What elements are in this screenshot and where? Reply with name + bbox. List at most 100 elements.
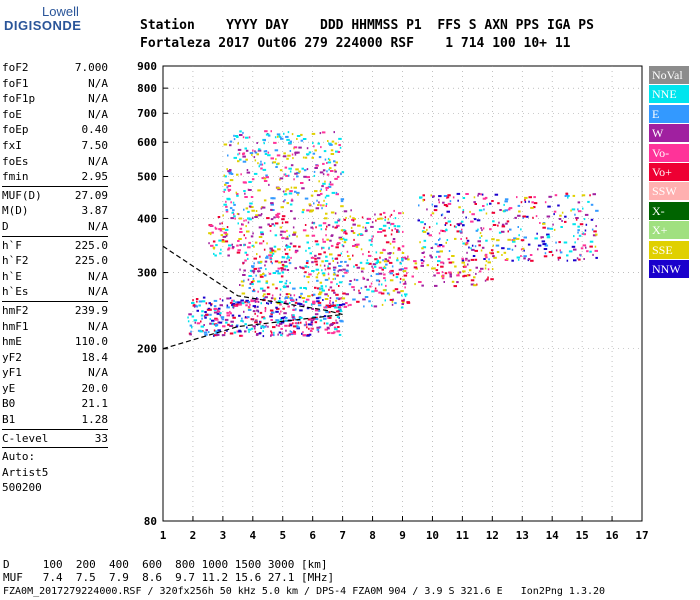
- echo-point: [311, 270, 315, 272]
- param-row: fxI 7.50: [2, 138, 108, 154]
- echo-point: [557, 204, 560, 207]
- echo-point: [257, 280, 261, 283]
- echo-point: [225, 210, 229, 213]
- param-label: foEp: [2, 123, 29, 137]
- echo-point: [375, 273, 380, 276]
- echo-point: [226, 311, 229, 314]
- echo-point: [346, 264, 349, 267]
- echo-point: [534, 237, 538, 240]
- echo-point: [558, 241, 561, 244]
- echo-point: [321, 260, 324, 263]
- echo-point: [583, 258, 585, 260]
- echo-point: [286, 138, 290, 141]
- param-value: 20.0: [81, 381, 109, 395]
- echo-point: [375, 219, 377, 222]
- y-tick-label: 300: [137, 267, 157, 280]
- echo-point: [283, 132, 285, 135]
- echo-point: [242, 131, 244, 134]
- echo-point: [285, 285, 289, 288]
- echo-point: [517, 214, 521, 217]
- echo-point: [308, 203, 311, 206]
- echo-point: [248, 189, 252, 191]
- echo-point: [542, 222, 546, 225]
- echo-point: [533, 202, 538, 205]
- echo-point: [247, 217, 251, 220]
- echo-point: [585, 246, 587, 249]
- echo-point: [423, 239, 427, 242]
- echo-point: [200, 314, 204, 317]
- echo-point: [303, 175, 307, 178]
- echo-point: [331, 332, 335, 335]
- echo-point: [333, 271, 336, 274]
- echo-point: [336, 274, 339, 277]
- param-row: Auto:: [2, 449, 108, 465]
- echo-point: [493, 256, 497, 259]
- echo-point: [315, 316, 318, 319]
- echo-point: [230, 320, 234, 323]
- echo-point: [263, 199, 267, 202]
- param-value: 239.9: [74, 303, 108, 317]
- echo-point: [523, 257, 526, 260]
- echo-point: [423, 256, 426, 258]
- echo-point: [548, 251, 553, 253]
- echo-point: [284, 199, 286, 202]
- echo-point: [389, 215, 391, 218]
- echo-point: [277, 162, 280, 165]
- echo-point: [328, 316, 332, 319]
- echo-point: [294, 322, 298, 325]
- echo-point: [260, 325, 264, 328]
- echo-point: [221, 239, 225, 242]
- echo-point: [236, 330, 240, 333]
- echo-point: [426, 232, 430, 235]
- echo-point: [301, 167, 304, 170]
- echo-point: [246, 171, 251, 174]
- echo-point: [401, 301, 405, 304]
- echo-point: [225, 182, 229, 184]
- echo-point: [524, 199, 526, 202]
- echo-point: [366, 259, 369, 262]
- echo-point: [276, 133, 281, 136]
- echo-point: [382, 266, 387, 269]
- echo-point: [316, 300, 320, 303]
- echo-point: [283, 285, 285, 288]
- echo-point: [366, 229, 368, 232]
- echo-point: [196, 309, 199, 312]
- echo-point: [335, 297, 339, 300]
- echo-point: [356, 243, 360, 246]
- echo-point: [238, 303, 242, 306]
- echo-point: [211, 322, 215, 325]
- echo-point: [335, 161, 338, 164]
- echo-point: [428, 226, 431, 229]
- echo-point: [336, 242, 341, 245]
- echo-point: [241, 292, 246, 295]
- echo-point: [559, 214, 562, 217]
- echo-point: [469, 210, 471, 213]
- echo-point: [237, 148, 242, 151]
- echo-point: [212, 246, 216, 249]
- echo-point: [262, 297, 266, 300]
- echo-point: [239, 244, 242, 247]
- echo-point: [365, 222, 370, 224]
- echo-point: [339, 304, 343, 306]
- echo-point: [438, 195, 442, 198]
- echo-point: [456, 274, 460, 277]
- echo-point: [322, 173, 325, 176]
- echo-point: [240, 301, 242, 304]
- echo-point: [286, 229, 288, 232]
- echo-point: [580, 247, 584, 250]
- echo-point: [208, 331, 210, 334]
- echo-point: [366, 288, 370, 291]
- echo-point: [244, 316, 247, 319]
- param-label: yF1: [2, 366, 22, 380]
- echo-point: [338, 236, 342, 239]
- echo-point: [279, 288, 282, 291]
- echo-point: [564, 195, 567, 197]
- echo-point: [266, 302, 268, 305]
- echo-point: [310, 327, 312, 330]
- param-row: h`Es N/A: [2, 284, 108, 300]
- echo-point: [362, 253, 364, 256]
- echo-point: [241, 223, 244, 226]
- param-value: N/A: [88, 107, 108, 121]
- param-value: N/A: [88, 154, 108, 168]
- echo-point: [358, 292, 361, 295]
